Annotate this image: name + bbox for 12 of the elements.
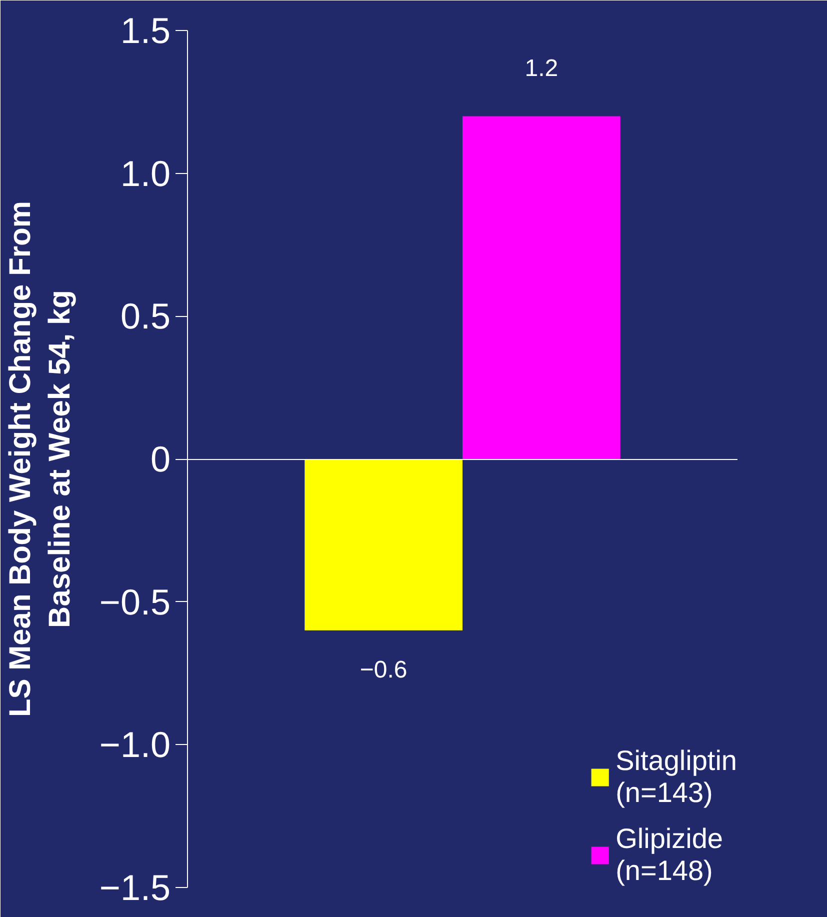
data-label: 1.2 — [524, 55, 558, 82]
y-axis-title: LS Mean Body Weight Change From Baseline at Week 54, kg — [4, 200, 76, 718]
y-tick-label: 1.0 — [120, 152, 170, 194]
y-tick-label: 1.5 — [120, 10, 170, 51]
legend-label: Sitagliptin (n=143) — [616, 745, 737, 809]
data-label: −0.6 — [360, 656, 408, 684]
y-tick-label: −0.5 — [99, 581, 171, 622]
y-tick-label: 0 — [150, 438, 171, 480]
y-tick-label: −1.0 — [99, 724, 171, 766]
y-tick-label: −1.5 — [99, 867, 171, 908]
legend-label: Glipizide (n=148) — [616, 823, 723, 887]
y-tick-label: 0.5 — [120, 296, 170, 337]
